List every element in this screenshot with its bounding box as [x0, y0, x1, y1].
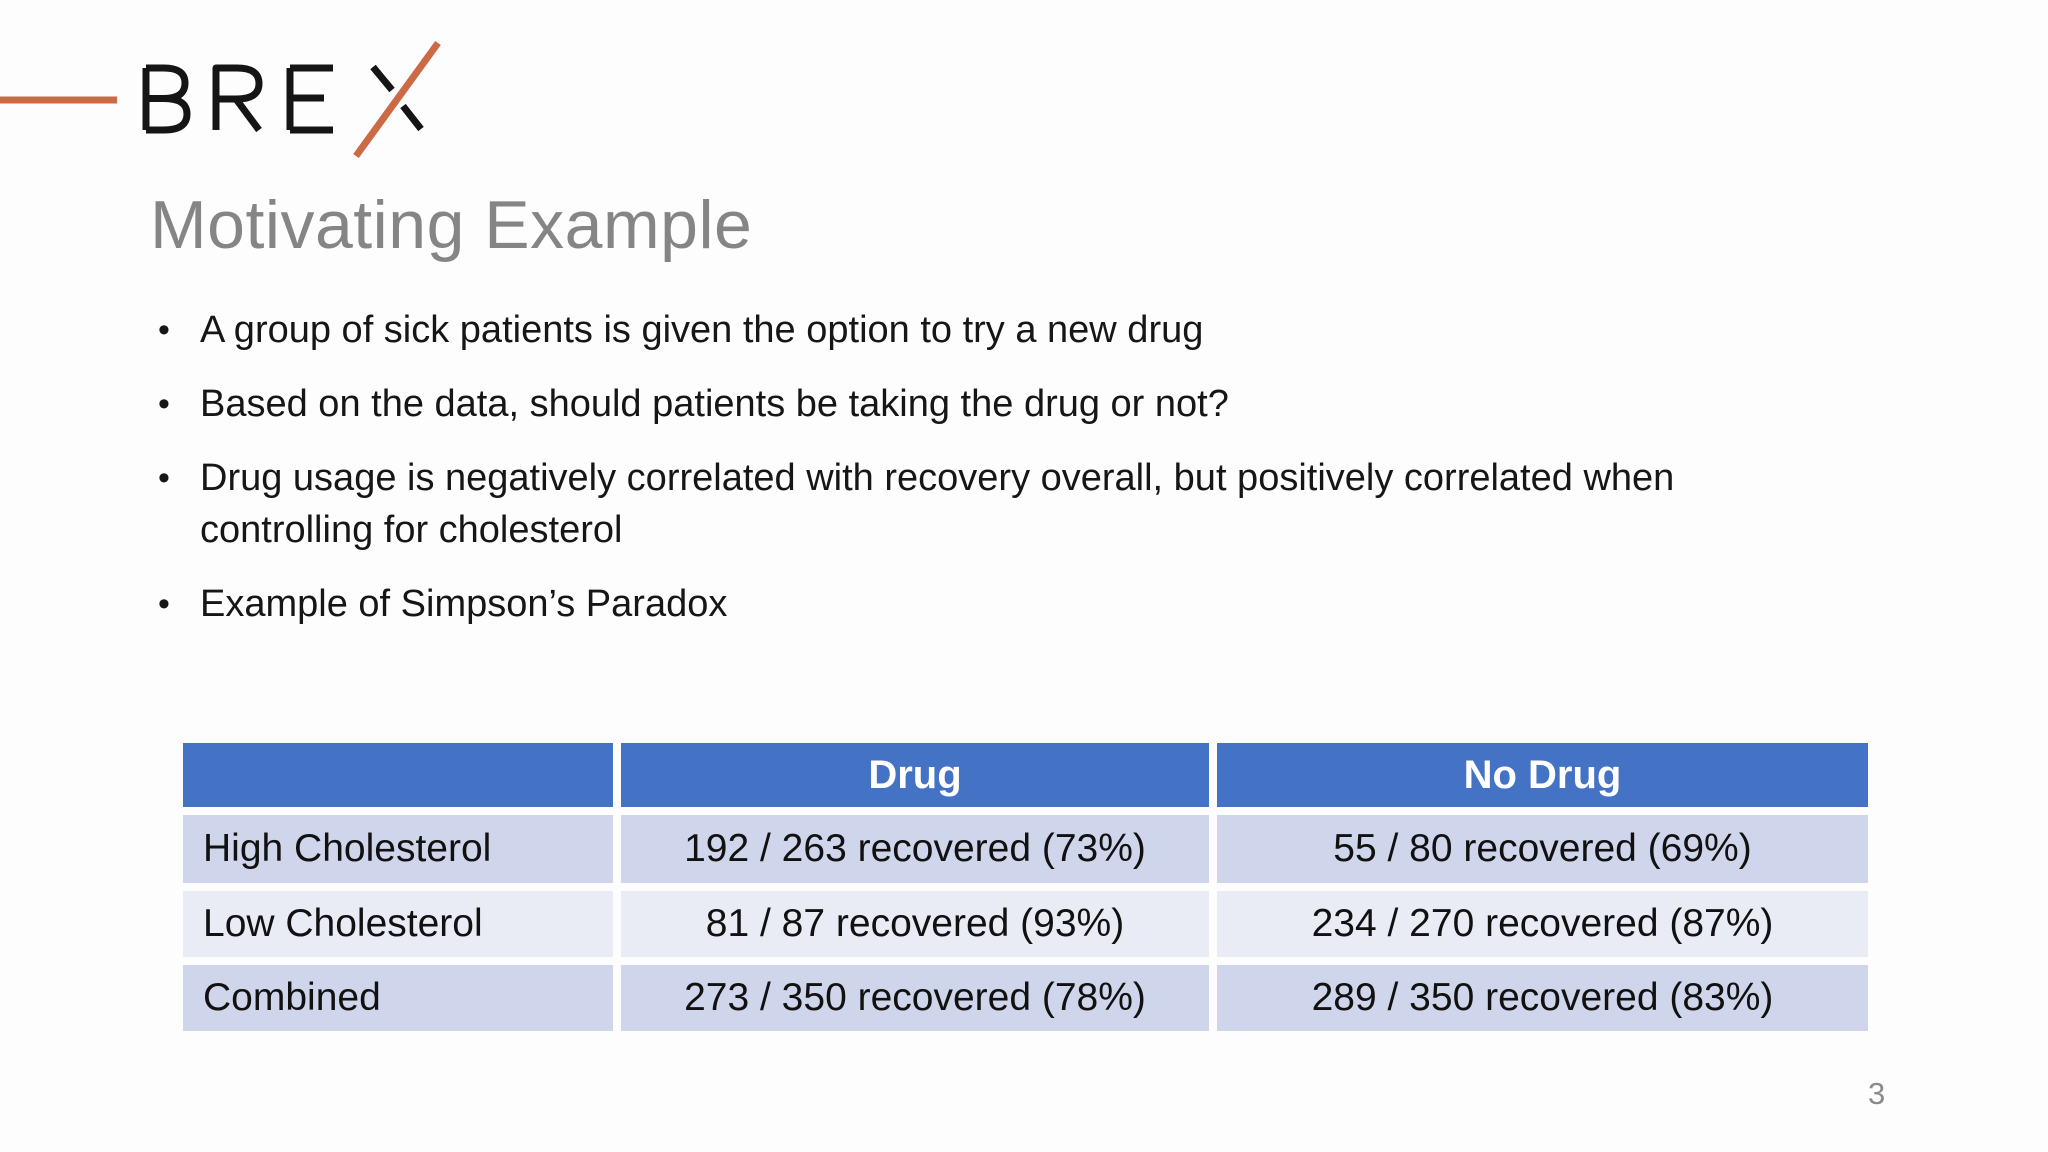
page-number: 3: [1868, 1076, 1886, 1111]
table-cell-no-drug: 55 / 80 recovered (69%): [1217, 815, 1868, 883]
bullet-item: • Drug usage is negatively correlated wi…: [158, 452, 1958, 556]
table-cell-no-drug: 234 / 270 recovered (87%): [1217, 891, 1868, 957]
logo-letter-x: [370, 64, 424, 132]
table-header-blank: [183, 743, 613, 807]
page-title: Motivating Example: [150, 187, 753, 263]
table-header-no-drug: No Drug: [1217, 743, 1868, 807]
bullet-item: • A group of sick patients is given the …: [158, 304, 1958, 356]
table-row-label: High Cholesterol: [183, 815, 613, 883]
bullet-list: • A group of sick patients is given the …: [158, 304, 1958, 652]
table-header-drug: Drug: [621, 743, 1209, 807]
table-row-label: Combined: [183, 965, 613, 1031]
bullet-item: • Example of Simpson’s Paradox: [158, 578, 1958, 630]
bullet-text: Based on the data, should patients be ta…: [200, 383, 1229, 425]
table-cell-no-drug: 289 / 350 recovered (83%): [1217, 965, 1868, 1031]
brex-logo: [0, 40, 441, 159]
logo-letter-b: [142, 64, 191, 134]
table-cell-drug: 192 / 263 recovered (73%): [621, 815, 1209, 883]
bullet-text: Example of Simpson’s Paradox: [200, 583, 728, 625]
logo-letter-r: [212, 64, 263, 133]
bullet-item: • Based on the data, should patients be …: [158, 378, 1958, 430]
bullet-marker-icon: •: [158, 459, 170, 497]
logo-letter-e: [286, 64, 333, 134]
bullet-text: A group of sick patients is given the op…: [200, 309, 1204, 351]
logo-wordmark: [142, 64, 424, 134]
recovery-results-table: Drug No Drug High Cholesterol 192 / 263 …: [183, 743, 1868, 1031]
bullet-marker-icon: •: [158, 311, 170, 349]
bullet-text: Drug usage is negatively correlated with…: [200, 457, 1675, 551]
bullet-marker-icon: •: [158, 385, 170, 423]
bullet-marker-icon: •: [158, 585, 170, 623]
table-cell-drug: 81 / 87 recovered (93%): [621, 891, 1209, 957]
table-row-label: Low Cholesterol: [183, 891, 613, 957]
table-cell-drug: 273 / 350 recovered (78%): [621, 965, 1209, 1031]
logo-x-slash-icon: [353, 40, 441, 159]
